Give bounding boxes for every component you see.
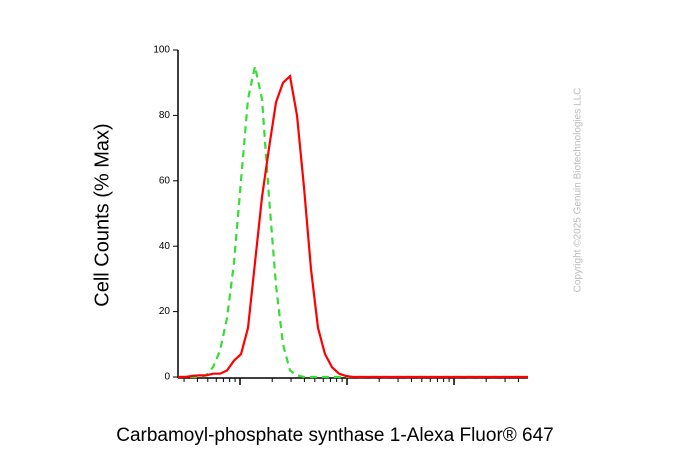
series-line — [178, 74, 528, 379]
y-tick-label: 100 — [153, 45, 170, 56]
series-line — [178, 66, 528, 379]
watermark: Copyright ©2025 Genuin Biotechnologies L… — [573, 88, 584, 293]
x-axis-label: Carbamoyl-phosphate synthase 1-Alexa Flu… — [116, 425, 554, 446]
y-axis-label: Cell Counts (% Max) — [91, 123, 113, 306]
y-tick-label: 20 — [159, 306, 171, 317]
y-tick-label: 60 — [159, 175, 171, 186]
y-tick-label: 40 — [159, 241, 171, 252]
y-tick-label: 80 — [159, 110, 171, 121]
y-tick-label: 0 — [164, 372, 170, 383]
